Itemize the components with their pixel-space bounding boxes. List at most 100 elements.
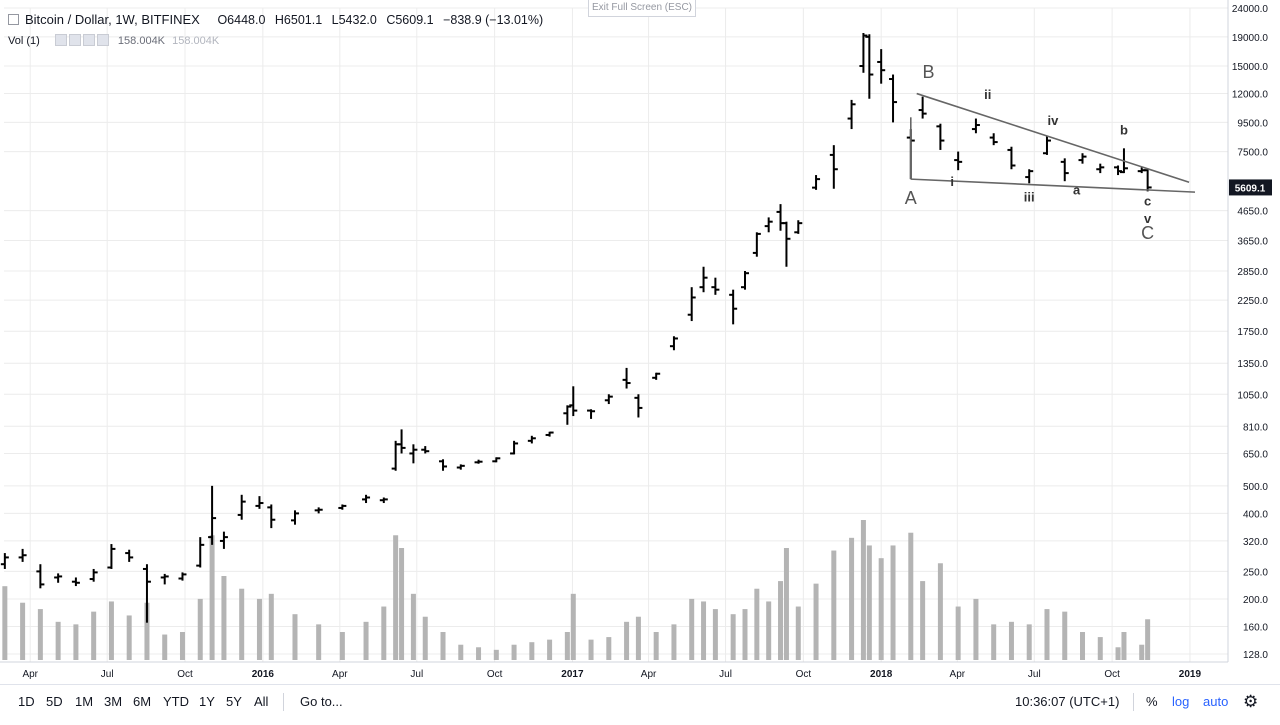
- wave-label[interactable]: b: [1120, 123, 1128, 138]
- ohlc-bar: [338, 504, 347, 510]
- price-tick-label: 810.0: [1243, 422, 1268, 433]
- price-tick-label: 1750.0: [1237, 327, 1268, 338]
- ohlc-bar: [1078, 153, 1087, 164]
- ohlc-bar: [267, 504, 276, 529]
- trendline-upper[interactable]: [916, 92, 1190, 184]
- ohlc-bar: [764, 217, 773, 233]
- wave-label[interactable]: a: [1073, 182, 1081, 197]
- ohlc-bar: [954, 151, 963, 171]
- add-study-icon[interactable]: [82, 34, 95, 46]
- volume-bar: [831, 550, 837, 660]
- volume-bar: [937, 563, 943, 660]
- hide-study-icon[interactable]: [54, 34, 67, 46]
- volume-bar: [162, 634, 168, 660]
- volume-legend: Vol (1) 158.004K 158.004K: [8, 34, 219, 47]
- goto-date-button[interactable]: Go to...: [300, 694, 343, 709]
- ohlc-bar: [1025, 169, 1034, 184]
- ohlc-bar: [237, 494, 246, 520]
- volume-ma-value: 158.004K: [172, 35, 220, 47]
- ohlc-bar: [89, 568, 98, 582]
- wave-label[interactable]: B: [923, 62, 935, 82]
- volume-bar: [476, 647, 482, 660]
- change-value: −838.9 (−13.01%): [443, 13, 544, 27]
- wave-label[interactable]: c: [1144, 193, 1151, 208]
- range-1d-button[interactable]: 1D: [18, 694, 35, 709]
- ohlc-bar: [219, 531, 228, 549]
- timezone-clock[interactable]: 10:36:07 (UTC+1): [1015, 694, 1120, 709]
- ohlc-bar: [439, 459, 448, 471]
- price-tick-label: 250.0: [1243, 567, 1268, 578]
- ohlc-bar: [687, 287, 696, 322]
- percent-scale-toggle[interactable]: %: [1146, 694, 1158, 709]
- range-6m-button[interactable]: 6M: [133, 694, 152, 709]
- study-settings-icon[interactable]: [68, 34, 81, 46]
- volume-bar: [393, 535, 399, 660]
- volume-bar: [2, 586, 8, 660]
- volume-bar: [783, 548, 789, 660]
- ohlc-bar: [711, 277, 720, 295]
- price-tick-label: 1050.0: [1237, 390, 1268, 401]
- volume-bar: [399, 548, 405, 660]
- wave-label[interactable]: iii: [1024, 190, 1035, 205]
- volume-bar: [1044, 609, 1050, 660]
- gear-icon[interactable]: ⚙: [1243, 692, 1259, 711]
- ohlc-bar: [391, 440, 400, 471]
- collapse-legend-icon[interactable]: [8, 14, 19, 25]
- range-5d-button[interactable]: 5D: [46, 694, 63, 709]
- range-3m-button[interactable]: 3M: [104, 694, 123, 709]
- volume-bar: [991, 624, 997, 660]
- toolbar-divider: [1133, 693, 1134, 711]
- remove-study-icon[interactable]: [96, 34, 109, 46]
- ohlc-bar: [847, 99, 856, 130]
- ohlc-bar: [160, 573, 169, 585]
- time-tick-label: Apr: [950, 669, 966, 680]
- trendline-lower[interactable]: [910, 178, 1196, 193]
- volume-bar: [860, 520, 866, 660]
- range-ytd-button[interactable]: YTD: [163, 694, 189, 709]
- volume-bar: [144, 602, 150, 660]
- price-tick-label: 3650.0: [1237, 236, 1268, 247]
- price-tick-label: 9500.0: [1237, 118, 1268, 129]
- volume-bar: [73, 624, 79, 660]
- wave-label[interactable]: iv: [1047, 113, 1059, 128]
- symbol-legend: Bitcoin / Dollar, 1W, BITFINEX O6448.0 H…: [8, 12, 549, 27]
- volume-layer: [2, 520, 1151, 660]
- auto-scale-toggle[interactable]: auto: [1203, 694, 1229, 709]
- volume-bar: [292, 614, 298, 660]
- volume-bar: [422, 616, 428, 660]
- volume-bar: [1026, 624, 1032, 660]
- volume-bar: [547, 639, 553, 660]
- volume-bar: [179, 632, 185, 660]
- volume-bar: [268, 593, 274, 660]
- volume-bar: [458, 644, 464, 660]
- range-1m-button[interactable]: 1M: [75, 694, 94, 709]
- ohlc-bar: [1042, 136, 1051, 155]
- wave-label[interactable]: v: [1144, 211, 1152, 226]
- range-all-button[interactable]: All: [254, 694, 269, 709]
- ohlc-bar: [142, 564, 151, 623]
- range-1y-button[interactable]: 1Y: [199, 694, 215, 709]
- ohlc-bar: [255, 496, 264, 509]
- log-scale-toggle[interactable]: log: [1172, 694, 1190, 709]
- ohlc-bar: [397, 429, 406, 454]
- volume-bar: [624, 621, 630, 660]
- exit-fullscreen-button[interactable]: Exit Full Screen (ESC): [588, 0, 696, 17]
- toolbar-divider: [283, 693, 284, 711]
- time-tick-label: Jul: [410, 669, 423, 680]
- ohlc-bar: [776, 204, 785, 231]
- ohlc-bar: [492, 457, 501, 463]
- ohlc-bar: [865, 34, 874, 99]
- wave-label[interactable]: A: [905, 188, 917, 208]
- price-tick-label: 7500.0: [1237, 148, 1268, 159]
- volume-bar: [221, 576, 227, 660]
- wave-label[interactable]: i: [950, 174, 954, 189]
- ohlc-bar: [362, 494, 371, 504]
- wave-label[interactable]: ii: [984, 87, 991, 102]
- ohlc-bar: [71, 577, 80, 587]
- volume-bar: [1080, 632, 1086, 660]
- ohlc-bar: [877, 49, 886, 84]
- wave-label[interactable]: C: [1141, 223, 1154, 243]
- range-5y-button[interactable]: 5Y: [226, 694, 242, 709]
